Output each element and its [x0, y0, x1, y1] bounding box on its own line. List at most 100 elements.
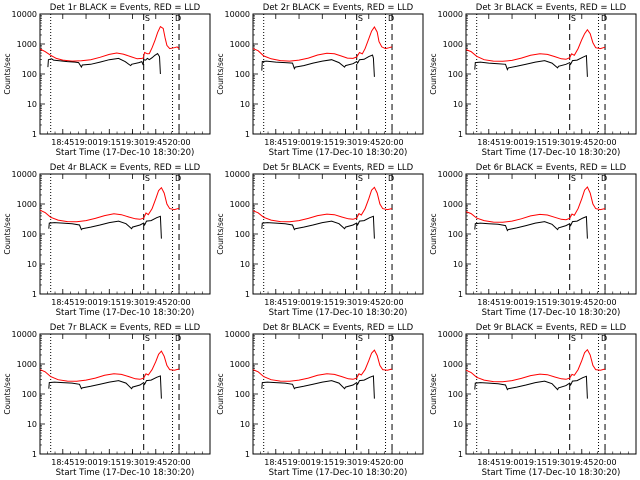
x-tick-label: 19:15 [524, 298, 547, 307]
detector-panel: Det 3r BLACK = Events, RED = LLD 1 10 100 10… [429, 3, 637, 158]
flag-label: D [388, 174, 394, 183]
y-tick-label: 1000 [230, 360, 250, 369]
y-tick-label: 1000 [230, 40, 250, 49]
x-tick-label: 20:00 [594, 458, 617, 467]
x-tick-label: 20:00 [381, 138, 404, 147]
x-tick-label: 20:00 [168, 458, 191, 467]
y-tick-label: 1000 [443, 200, 463, 209]
x-tick-label: 19:45 [357, 458, 380, 467]
flag-label: D [601, 334, 607, 343]
lld-series-line [252, 26, 393, 62]
plot-frame [465, 333, 637, 455]
detector-panel: Det 4r BLACK = Events, RED = LLD 1 10 100 10… [3, 163, 211, 318]
x-tick-label: 20:00 [168, 138, 191, 147]
panel-title: Det 5r BLACK = Events, RED = LLD [263, 163, 414, 173]
x-tick-label: 18:45 [264, 458, 287, 467]
y-tick-label: 10 [27, 420, 37, 429]
detector-panel: Det 7r BLACK = Events, RED = LLD 1 10 100 10… [3, 323, 211, 478]
y-tick-label: 10 [27, 260, 37, 269]
y-tick-label: 1000 [230, 200, 250, 209]
x-tick-label: 18:45 [477, 298, 500, 307]
panel-title: Det 7r BLACK = Events, RED = LLD [50, 323, 201, 333]
y-tick-label: 10 [27, 100, 37, 109]
flag-label: D [175, 14, 181, 23]
x-tick-label: 18:45 [51, 458, 74, 467]
y-tick-label: 1000 [443, 360, 463, 369]
x-tick-label: 19:00 [75, 458, 98, 467]
x-tick-label: 20:00 [381, 298, 404, 307]
flag-label: D [175, 174, 181, 183]
events-series-line [47, 52, 161, 75]
x-tick-label: 20:00 [594, 298, 617, 307]
x-tick-label: 19:45 [570, 458, 593, 467]
detector-panel: Det 9r BLACK = Events, RED = LLD 1 10 100 10… [429, 323, 637, 478]
x-axis-label: Start Time (17-Dec-10 18:30:20) [56, 468, 195, 478]
flag-label: D [388, 14, 394, 23]
y-axis-label: Counts/sec [429, 373, 438, 414]
x-tick-label: 20:00 [594, 138, 617, 147]
y-tick-label: 10000 [438, 10, 463, 19]
x-tick-label: 19:00 [501, 298, 524, 307]
y-tick-label: 10 [240, 260, 250, 269]
flag-label: S [145, 14, 150, 23]
x-tick-label: 19:00 [501, 138, 524, 147]
y-axis-label: Counts/sec [3, 213, 12, 254]
y-tick-label: 1 [32, 130, 37, 139]
x-axis-label: Start Time (17-Dec-10 18:30:20) [482, 308, 621, 318]
y-tick-label: 1 [245, 290, 250, 299]
plot-frame [465, 173, 637, 295]
y-tick-label: 100 [235, 390, 250, 399]
x-tick-label: 19:15 [311, 138, 334, 147]
detector-panel: Det 6r BLACK = Events, RED = LLD 1 10 100 10… [429, 163, 637, 318]
x-tick-label: 19:15 [98, 458, 121, 467]
panel-title: Det 6r BLACK = Events, RED = LLD [476, 163, 627, 173]
flag-label: S [571, 334, 576, 343]
detector-panel: Det 1r BLACK = Events, RED = LLD 1 10 100 10… [3, 3, 211, 158]
flag-label: S [358, 174, 363, 183]
x-tick-label: 19:00 [288, 458, 311, 467]
y-tick-label: 10000 [12, 10, 37, 19]
x-tick-label: 19:30 [334, 458, 357, 467]
events-series-line [48, 215, 162, 239]
flag-label: S [145, 334, 150, 343]
x-tick-label: 19:45 [357, 298, 380, 307]
y-tick-label: 1 [458, 290, 463, 299]
y-tick-label: 10000 [225, 170, 250, 179]
events-series-line [474, 215, 588, 239]
flag-label: S [571, 14, 576, 23]
x-tick-label: 19:45 [357, 138, 380, 147]
x-tick-label: 19:15 [311, 298, 334, 307]
y-tick-label: 10000 [438, 170, 463, 179]
x-tick-label: 19:15 [98, 298, 121, 307]
y-tick-label: 1 [32, 450, 37, 459]
flag-label: S [358, 334, 363, 343]
flag-label: S [145, 174, 150, 183]
y-tick-label: 100 [448, 70, 463, 79]
events-series-line [474, 375, 588, 399]
x-tick-label: 19:00 [75, 298, 98, 307]
y-tick-label: 1000 [443, 40, 463, 49]
y-axis-label: Counts/sec [3, 53, 12, 94]
y-tick-label: 100 [235, 70, 250, 79]
y-tick-label: 100 [22, 390, 37, 399]
flag-label: D [175, 334, 181, 343]
y-tick-label: 1 [458, 130, 463, 139]
detector-panel: Det 5r BLACK = Events, RED = LLD 1 10 100 10… [216, 163, 424, 318]
lld-series-line [39, 25, 180, 62]
x-tick-label: 19:00 [501, 458, 524, 467]
y-tick-label: 1 [458, 450, 463, 459]
y-tick-label: 1 [245, 450, 250, 459]
y-tick-label: 100 [22, 230, 37, 239]
x-tick-label: 18:45 [477, 458, 500, 467]
x-tick-label: 19:45 [144, 138, 167, 147]
x-tick-label: 19:45 [144, 298, 167, 307]
plot-frame [39, 173, 211, 295]
y-tick-label: 10000 [12, 330, 37, 339]
plot-frame [465, 13, 637, 135]
x-tick-label: 18:45 [51, 138, 74, 147]
x-tick-label: 19:30 [547, 298, 570, 307]
lld-series-line [252, 349, 393, 382]
plot-frame [252, 173, 424, 295]
plot-frame [39, 333, 211, 455]
